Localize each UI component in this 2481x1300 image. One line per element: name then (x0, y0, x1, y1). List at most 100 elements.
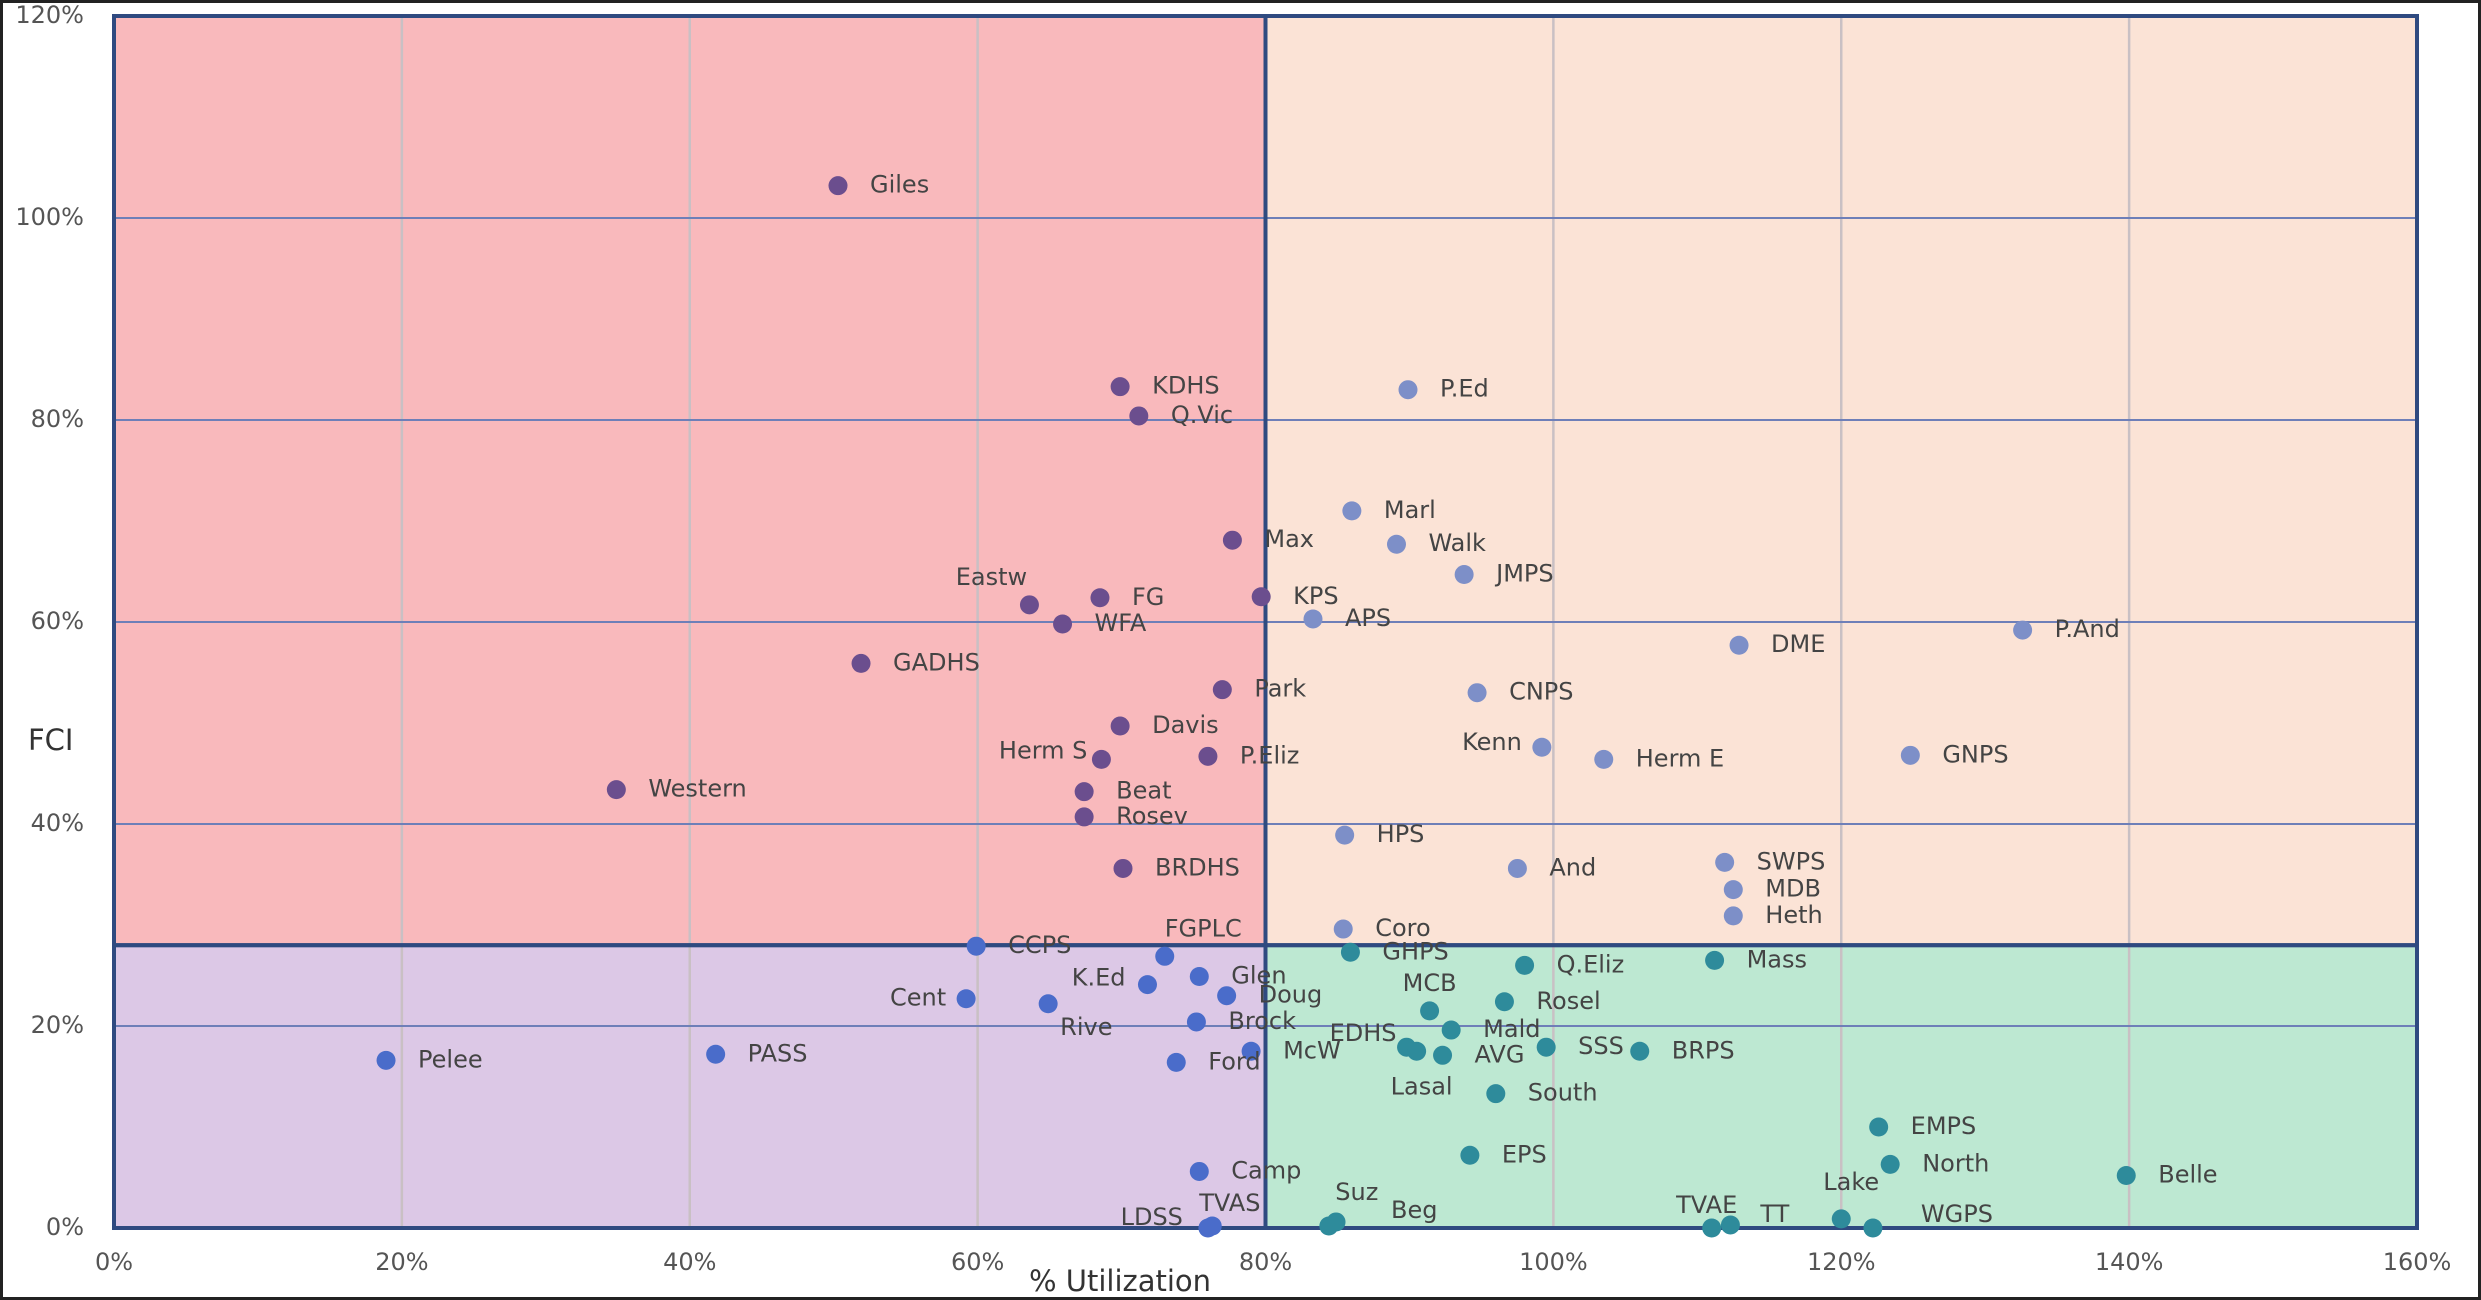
point-label: Herm E (1636, 744, 1724, 772)
point-label: K.Ed (1072, 964, 1126, 992)
point-label: Eastw (956, 563, 1027, 591)
point (1407, 1041, 1427, 1061)
point-label: North (1922, 1149, 1989, 1177)
point (1723, 906, 1743, 926)
point-label: FGPLC (1165, 914, 1242, 942)
point-label: SWPS (1757, 847, 1826, 875)
y-tick-label: 40% (31, 809, 84, 837)
point (1486, 1084, 1506, 1104)
point (1251, 587, 1271, 607)
point (1460, 1145, 1480, 1165)
point (1340, 942, 1360, 962)
point-label: Beg (1391, 1196, 1437, 1224)
y-axis-label: FCI (28, 723, 73, 757)
x-tick-label: 40% (663, 1248, 716, 1276)
point-label: Heth (1765, 901, 1822, 929)
point (1091, 749, 1111, 769)
point (1494, 992, 1514, 1012)
point (1705, 950, 1725, 970)
point (1831, 1209, 1851, 1229)
point (1880, 1154, 1900, 1174)
point (1715, 852, 1735, 872)
point (1536, 1037, 1556, 1057)
point (1189, 967, 1209, 987)
point-label: South (1528, 1079, 1598, 1107)
point-label: DME (1771, 630, 1825, 658)
point (1333, 919, 1353, 939)
point-label: PASS (748, 1039, 808, 1067)
point-label: MDB (1765, 875, 1821, 903)
point (1137, 975, 1157, 995)
point (1074, 782, 1094, 802)
point-label: Lasal (1391, 1072, 1453, 1100)
point-label: Walk (1428, 529, 1486, 557)
point-label: P.Eliz (1240, 741, 1299, 769)
point-label: BRDHS (1155, 853, 1240, 881)
point (1198, 746, 1218, 766)
point (1166, 1052, 1186, 1072)
y-tick-label: 20% (31, 1011, 84, 1039)
point (1113, 858, 1133, 878)
point (1433, 1045, 1453, 1065)
point-label: WGPS (1921, 1200, 1993, 1228)
point-label: Doug (1259, 981, 1323, 1009)
point-label: McW (1283, 1036, 1341, 1064)
point-label: Lake (1823, 1168, 1879, 1196)
point-label: Western (648, 775, 746, 803)
point (1532, 737, 1552, 757)
point (2013, 620, 2033, 640)
point-label: Brock (1228, 1007, 1296, 1035)
x-tick-label: 100% (1519, 1248, 1588, 1276)
y-tick-label: 120% (15, 1, 84, 29)
point-label: Beat (1116, 777, 1171, 805)
point (1398, 380, 1418, 400)
point-label: Rive (1060, 1013, 1112, 1041)
point (376, 1050, 396, 1070)
y-tick-label: 100% (15, 203, 84, 231)
point (1723, 880, 1743, 900)
y-tick-label: 80% (31, 405, 84, 433)
point (1129, 406, 1149, 426)
point-label: TVAE (1675, 1191, 1737, 1219)
point-label: GADHS (893, 648, 980, 676)
point (1515, 955, 1535, 975)
point (1863, 1218, 1883, 1238)
point-label: Coro (1375, 914, 1430, 942)
point-label: Rosel (1536, 987, 1600, 1015)
point (1507, 858, 1527, 878)
x-tick-label: 140% (2095, 1248, 2164, 1276)
x-tick-label: 0% (95, 1248, 133, 1276)
point (851, 653, 871, 673)
point-label: Davis (1152, 711, 1219, 739)
point (1019, 595, 1039, 615)
point-label: Marl (1384, 496, 1436, 524)
point (1202, 1216, 1222, 1236)
point (1386, 534, 1406, 554)
y-tick-label: 60% (31, 607, 84, 635)
point (606, 780, 626, 800)
point (1630, 1041, 1650, 1061)
point (1090, 588, 1110, 608)
point-label: P.Ed (1440, 375, 1489, 403)
point (1038, 994, 1058, 1014)
x-tick-label: 160% (2383, 1248, 2452, 1276)
point (1155, 946, 1175, 966)
point-label: Camp (1231, 1156, 1301, 1184)
point-label: EDHS (1330, 1019, 1397, 1047)
point (1900, 745, 1920, 765)
point-label: HPS (1377, 820, 1425, 848)
point-label: FG (1132, 583, 1164, 611)
point-label: Kenn (1462, 728, 1522, 756)
point-label: Giles (870, 171, 929, 199)
point (1454, 565, 1474, 585)
point-label: GNPS (1942, 740, 2008, 768)
point (1702, 1218, 1722, 1238)
point-label: BRPS (1672, 1036, 1735, 1064)
point-label: Q.Eliz (1557, 950, 1625, 978)
point (1110, 377, 1130, 397)
point (1342, 501, 1362, 521)
x-tick-label: 120% (1807, 1248, 1876, 1276)
point (1053, 614, 1073, 634)
point-label: KDHS (1152, 372, 1220, 400)
